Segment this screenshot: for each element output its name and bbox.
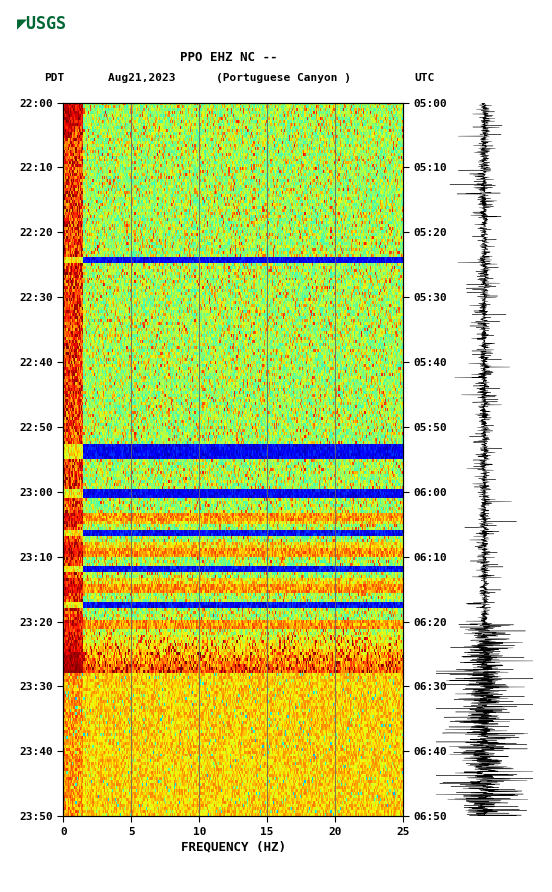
- Text: PPO EHZ NC --: PPO EHZ NC --: [181, 52, 278, 64]
- Text: UTC: UTC: [414, 73, 434, 84]
- X-axis label: FREQUENCY (HZ): FREQUENCY (HZ): [181, 841, 286, 854]
- Text: Aug21,2023      (Portuguese Canyon ): Aug21,2023 (Portuguese Canyon ): [108, 73, 351, 84]
- Text: PDT: PDT: [44, 73, 65, 84]
- Text: ◤USGS: ◤USGS: [17, 14, 67, 32]
